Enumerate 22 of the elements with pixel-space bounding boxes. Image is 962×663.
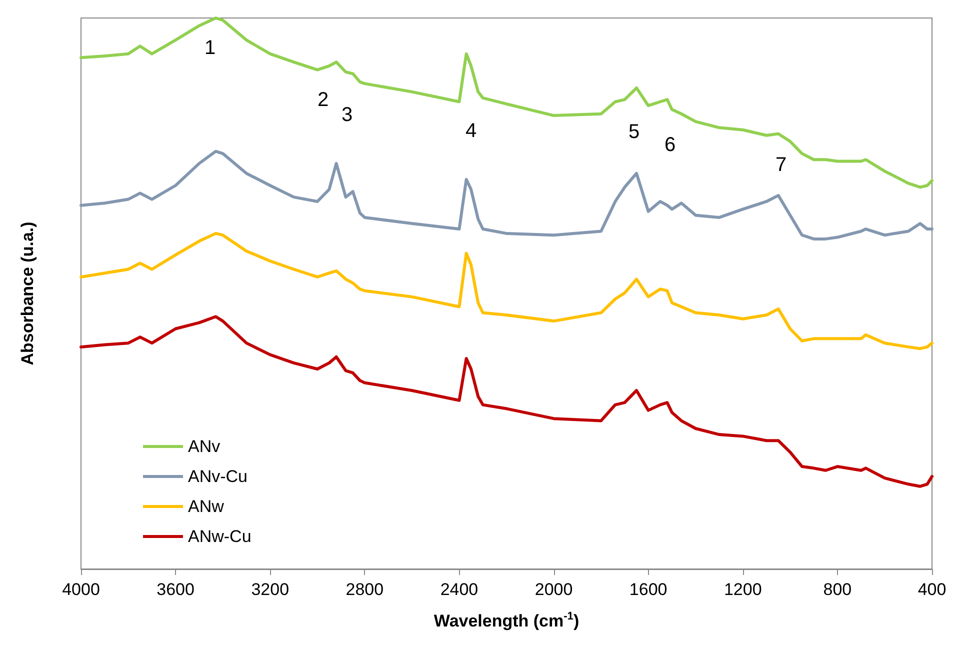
x-tick-label: 4000 bbox=[62, 580, 100, 599]
annotation: 6 bbox=[664, 134, 676, 156]
legend-label: ANv bbox=[188, 437, 221, 456]
annotation: 4 bbox=[465, 120, 477, 142]
annotation: 5 bbox=[628, 121, 640, 143]
x-tick-label: 1200 bbox=[724, 580, 762, 599]
x-tick-label: 1600 bbox=[629, 580, 668, 599]
x-tick-label: 400 bbox=[918, 580, 946, 599]
legend-label: ANw-Cu bbox=[188, 527, 252, 546]
legend-label: ANw bbox=[188, 497, 225, 516]
legend-label: ANv-Cu bbox=[188, 467, 248, 486]
x-tick-label: 2000 bbox=[534, 580, 573, 599]
annotation: 7 bbox=[775, 154, 787, 176]
x-tick-label: 800 bbox=[823, 580, 852, 599]
x-tick-label: 2800 bbox=[346, 580, 384, 599]
annotation: 1 bbox=[204, 37, 216, 59]
annotation: 3 bbox=[341, 104, 353, 126]
x-tick-label: 3600 bbox=[156, 580, 194, 599]
x-tick-label: 3200 bbox=[251, 580, 290, 599]
annotation: 2 bbox=[317, 89, 329, 111]
x-tick-label: 2400 bbox=[440, 580, 478, 599]
y-axis-title: Absorbance (u.a.) bbox=[18, 222, 37, 366]
